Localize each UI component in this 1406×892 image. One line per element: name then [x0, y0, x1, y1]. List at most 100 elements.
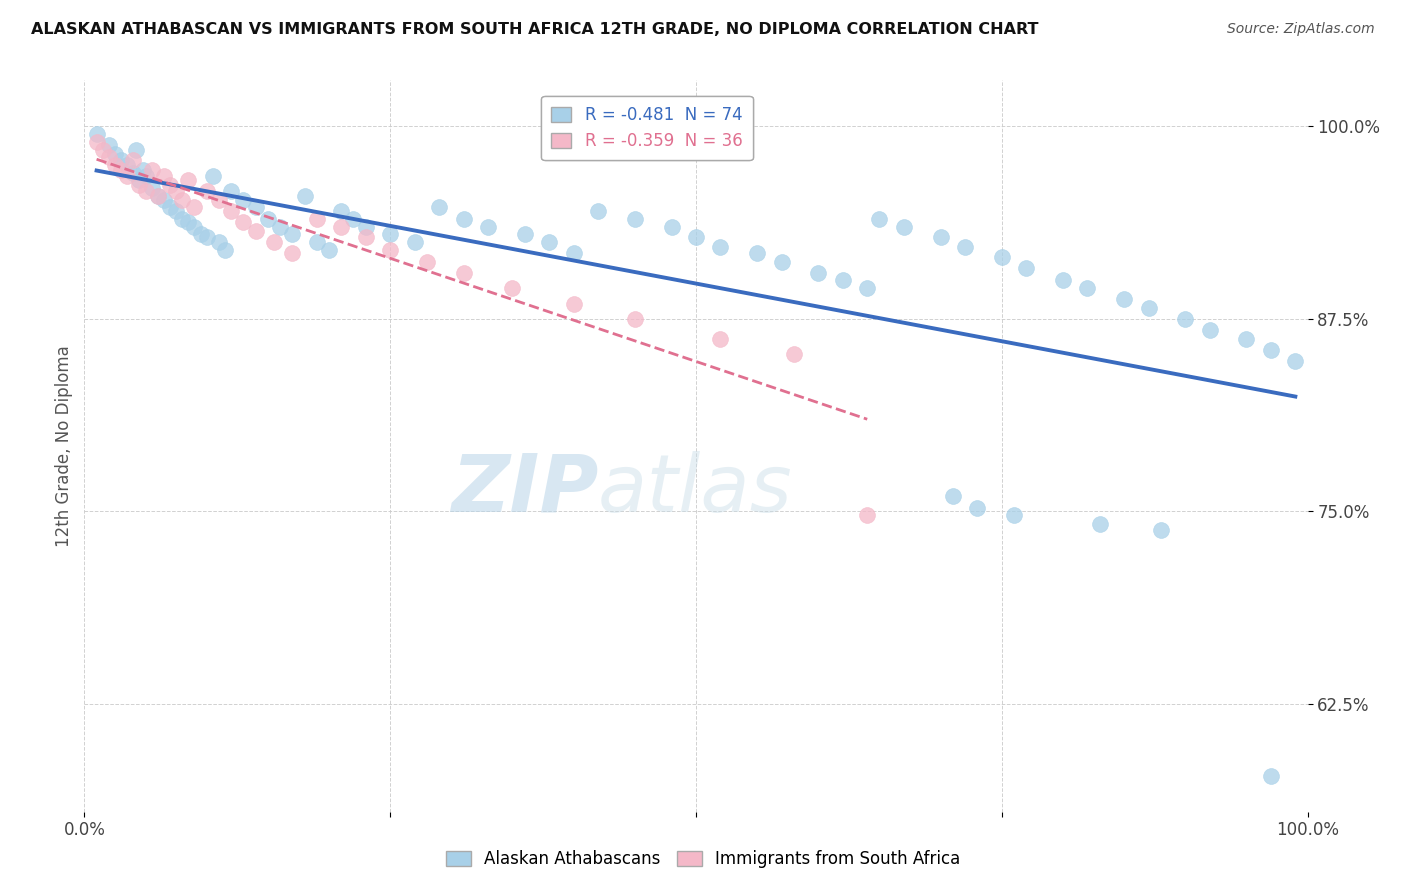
Point [624, 211, 647, 226]
Point [208, 194, 231, 208]
Point [115, 169, 138, 183]
Point [562, 296, 585, 310]
Point [1174, 312, 1197, 326]
Text: Source: ZipAtlas.com: Source: ZipAtlas.com [1227, 22, 1375, 37]
Point [380, 243, 402, 257]
Point [183, 200, 205, 214]
Point [165, 204, 187, 219]
Point [177, 215, 200, 229]
Point [869, 211, 891, 226]
Point [1236, 332, 1258, 346]
Point [132, 162, 155, 177]
Point [1114, 292, 1136, 306]
Text: ALASKAN ATHABASCAN VS IMMIGRANTS FROM SOUTH AFRICA 12TH GRADE, NO DIPLOMA CORREL: ALASKAN ATHABASCAN VS IMMIGRANTS FROM SO… [31, 22, 1039, 37]
Point [453, 266, 475, 280]
Text: ZIP: ZIP [451, 450, 598, 529]
Y-axis label: 12th Grade, No Diploma: 12th Grade, No Diploma [55, 345, 73, 547]
Point [104, 147, 127, 161]
Point [1150, 523, 1173, 537]
Point [856, 508, 879, 522]
Point [172, 194, 194, 208]
Point [783, 347, 806, 361]
Point [214, 243, 236, 257]
Point [110, 162, 132, 177]
Point [269, 219, 291, 234]
Point [232, 194, 254, 208]
Point [219, 204, 242, 219]
Point [453, 211, 475, 226]
Point [953, 239, 976, 253]
Point [709, 239, 731, 253]
Point [172, 211, 194, 226]
Point [807, 266, 830, 280]
Point [942, 489, 965, 503]
Point [342, 211, 364, 226]
Point [97, 150, 120, 164]
Point [747, 245, 769, 260]
Point [245, 200, 267, 214]
Point [770, 255, 793, 269]
Point [183, 219, 205, 234]
Point [354, 219, 377, 234]
Point [232, 215, 254, 229]
Point [115, 158, 138, 172]
Point [477, 219, 499, 234]
Point [305, 235, 328, 249]
Point [245, 224, 267, 238]
Point [141, 162, 163, 177]
Point [263, 235, 285, 249]
Point [380, 227, 402, 242]
Legend: R = -0.481  N = 74, R = -0.359  N = 36: R = -0.481 N = 74, R = -0.359 N = 36 [541, 96, 752, 161]
Point [201, 169, 224, 183]
Point [929, 230, 952, 244]
Point [562, 245, 585, 260]
Point [661, 219, 683, 234]
Point [586, 204, 609, 219]
Point [966, 501, 988, 516]
Point [128, 178, 150, 192]
Point [159, 200, 181, 214]
Legend: Alaskan Athabascans, Immigrants from South Africa: Alaskan Athabascans, Immigrants from Sou… [439, 844, 967, 875]
Point [135, 169, 157, 183]
Point [146, 188, 169, 202]
Point [257, 211, 280, 226]
Point [110, 153, 132, 168]
Point [305, 211, 328, 226]
Point [141, 181, 163, 195]
Point [330, 204, 353, 219]
Point [165, 184, 187, 198]
Point [1137, 301, 1160, 315]
Point [86, 135, 108, 149]
Point [404, 235, 426, 249]
Point [122, 153, 145, 168]
Point [1260, 343, 1282, 357]
Point [153, 169, 176, 183]
Point [1052, 273, 1074, 287]
Point [856, 281, 879, 295]
Point [1284, 353, 1306, 368]
Point [893, 219, 915, 234]
Point [1002, 508, 1025, 522]
Point [208, 235, 231, 249]
Point [97, 138, 120, 153]
Point [624, 312, 647, 326]
Point [685, 230, 707, 244]
Point [135, 184, 157, 198]
Point [502, 281, 524, 295]
Point [219, 184, 242, 198]
Point [91, 143, 114, 157]
Point [330, 219, 353, 234]
Point [294, 188, 316, 202]
Point [281, 227, 304, 242]
Point [318, 243, 340, 257]
Point [513, 227, 536, 242]
Point [195, 184, 218, 198]
Point [427, 200, 450, 214]
Point [1076, 281, 1098, 295]
Point [991, 251, 1014, 265]
Point [122, 166, 145, 180]
Point [831, 273, 853, 287]
Point [128, 173, 150, 187]
Point [1015, 261, 1038, 276]
Point [190, 227, 212, 242]
